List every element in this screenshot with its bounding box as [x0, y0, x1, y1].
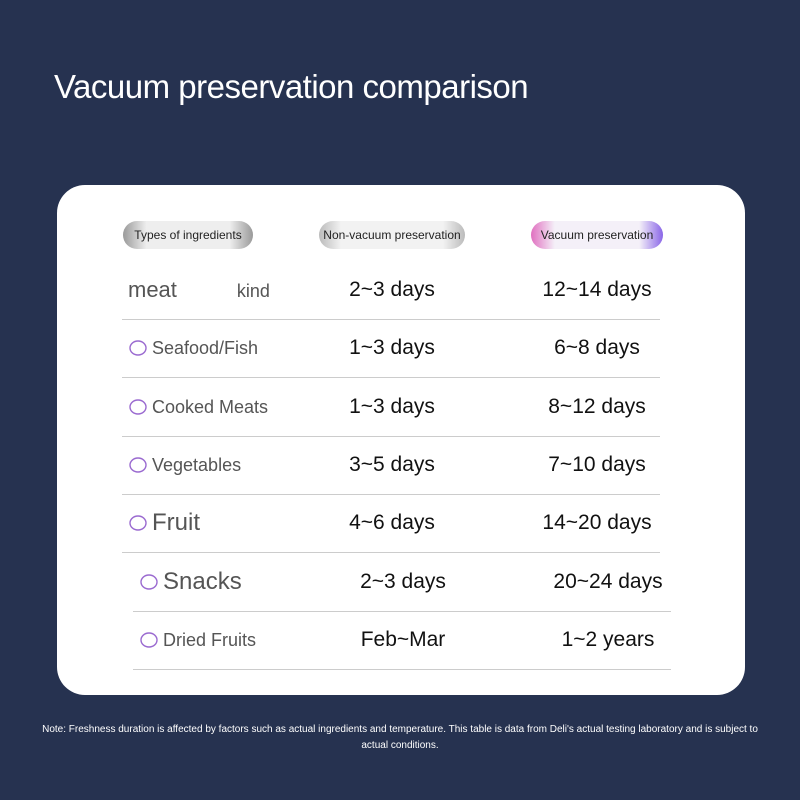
non-vacuum-days: 1~3 days — [349, 395, 435, 418]
ingredient: Fruit — [152, 494, 200, 552]
table-card: Types of ingredients Non-vacuum preserva… — [57, 185, 745, 695]
vacuum-days: 6~8 days — [554, 336, 640, 359]
ingredient-icon — [129, 340, 147, 356]
ingredient-text: Seafood/Fish — [152, 338, 259, 358]
non-vacuum-days: 2~3 days — [349, 278, 435, 301]
table-row: Fruit 4~6 days 14~20 days — [122, 494, 660, 553]
icon-shape — [129, 457, 147, 473]
table-row: Dried Fruits Feb~Mar 1~2 years — [133, 611, 671, 670]
ingredient-icon — [140, 632, 158, 648]
vacuum-days: 14~20 days — [542, 511, 652, 534]
title: Vacuum preservation comparison — [54, 68, 529, 105]
non-vacuum-days: 3~5 days — [349, 453, 435, 476]
header: Types of ingredients — [123, 221, 253, 249]
table-row: Vegetables 3~5 days 7~10 days — [122, 436, 660, 495]
icon-shape — [140, 574, 158, 590]
ingredient-text: meat — [128, 277, 177, 302]
ingredient-text: Dried Fruits — [163, 630, 257, 650]
ingredient-text: kind — [236, 281, 270, 301]
vacuum-days: 8~12 days — [548, 395, 646, 418]
vacuum-days: 1~2 years — [561, 628, 655, 651]
icon-shape — [140, 632, 158, 648]
ingredient-text: Vegetables — [152, 455, 242, 475]
vacuum-days: 7~10 days — [548, 453, 646, 476]
ingredient: Dried Fruits — [163, 611, 256, 669]
header: Non-vacuum preservation — [319, 221, 465, 249]
non-vacuum-days: 4~6 days — [349, 511, 435, 534]
header: Vacuum preservation — [531, 221, 663, 249]
ingredient-icon — [129, 399, 147, 415]
non-vacuum-days: Feb~Mar — [360, 628, 446, 651]
ingredient: Snacks — [163, 553, 242, 611]
icon-shape — [129, 399, 147, 415]
vacuum-days: 12~14 days — [542, 278, 652, 301]
ingredient-text: Fruit — [152, 509, 200, 536]
ingredient: meat kind — [128, 261, 300, 319]
table-row: meat kind 2~3 days 12~14 days — [122, 261, 660, 320]
ingredient: Vegetables — [152, 436, 241, 494]
non-vacuum-days: 2~3 days — [360, 570, 446, 593]
note: Note: Freshness duration is affected by … — [42, 724, 758, 751]
table-row: Cooked Meats 1~3 days 8~12 days — [122, 378, 660, 437]
table-row: Seafood/Fish 1~3 days 6~8 days — [122, 319, 660, 378]
ingredient-icon — [129, 457, 147, 473]
ingredient-text: Cooked Meats — [152, 397, 269, 417]
ingredient-text: Snacks — [163, 568, 242, 595]
icon-shape — [129, 340, 147, 356]
ingredient: Seafood/Fish — [152, 319, 258, 377]
vacuum-days: 20~24 days — [553, 570, 663, 593]
table-row: Snacks 2~3 days 20~24 days — [133, 553, 671, 612]
non-vacuum-days: 1~3 days — [349, 336, 435, 359]
ingredient-icon — [140, 574, 158, 590]
ingredient: Cooked Meats — [152, 378, 268, 436]
ingredient-icon — [129, 515, 147, 531]
icon-shape — [129, 515, 147, 531]
